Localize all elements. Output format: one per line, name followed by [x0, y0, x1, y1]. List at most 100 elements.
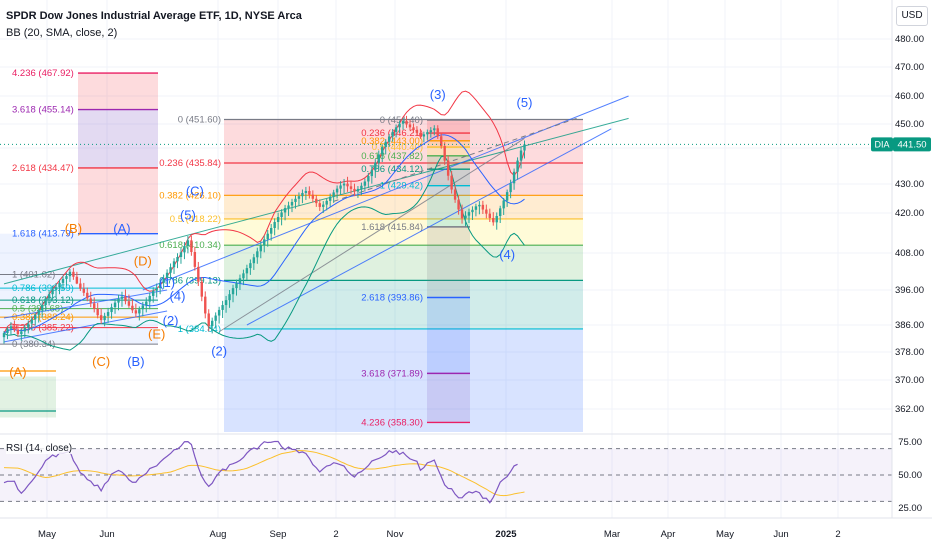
wave-label: (D) [134, 253, 152, 268]
time-tick-label: Mar [604, 529, 620, 540]
trendline [246, 128, 612, 326]
candle-body [440, 136, 443, 147]
candle-body [429, 130, 433, 133]
candle-body [134, 310, 138, 314]
candle-body [353, 188, 356, 192]
candle-body [311, 194, 315, 199]
candle-body [516, 160, 519, 172]
candle-body [322, 204, 325, 207]
candle-body [315, 198, 318, 204]
candle-body [363, 181, 367, 186]
price-tick-label: 430.00 [895, 179, 924, 190]
candle-body [141, 305, 144, 310]
wave-label: (A) [113, 221, 130, 236]
candle-body [183, 246, 186, 253]
candle-body [231, 288, 235, 295]
fib-left-zone [0, 233, 158, 345]
candle-body [346, 183, 349, 187]
rsi-tick-label: 75.00 [898, 437, 922, 448]
candle-body [328, 196, 332, 201]
wave-label: (2) [163, 313, 179, 328]
fibonacci-layer: 4.236 (467.92) 3.618 (455.14) 2.618 (434.4… [0, 68, 583, 432]
candle-body [238, 278, 242, 284]
candle-body [124, 296, 127, 302]
trendline [218, 137, 525, 333]
candle-body [127, 301, 131, 306]
last-price-label: 441.50 [897, 139, 926, 150]
chart-title: SPDR Dow Jones Industrial Average ETF, 1… [6, 10, 302, 22]
fib-right-zone [427, 297, 470, 374]
fib-right-level-label: 1 (429.42) [380, 181, 423, 192]
rsi-label: RSI (14, close) [6, 443, 73, 454]
wave-labels: (A) (B) (A) (C) (B) (D) (E) (1) (2) (4) (5) (C) (2) (… [9, 87, 532, 380]
fib-mid-level-label: 0.786 (399.13) [159, 275, 221, 286]
candle-body [152, 290, 155, 296]
currency-button[interactable]: USD [896, 6, 928, 26]
candle-body [273, 222, 276, 228]
candle-body [138, 309, 141, 314]
candle-body [106, 312, 110, 316]
bb-upper-line [3, 90, 525, 334]
candle-body [68, 271, 72, 277]
candle-body [37, 310, 40, 315]
candle-body [86, 292, 89, 299]
candle-body [478, 204, 481, 207]
candle-body [384, 141, 387, 148]
candle-body [290, 201, 294, 206]
time-tick-label: Apr [661, 529, 676, 540]
rsi-line [3, 440, 518, 504]
wave-label: (A) [9, 365, 26, 380]
candle-body [450, 175, 453, 190]
time-tick-label: Jun [99, 529, 114, 540]
candle-body [158, 282, 162, 289]
fib-left-level-label: 0.5 (390.68) [12, 304, 63, 315]
candle-body [460, 209, 464, 219]
price-tick-label: 460.00 [895, 91, 924, 102]
candle-body [93, 303, 96, 309]
ticker-tag [871, 137, 893, 152]
candle-body [169, 267, 172, 273]
ticker-label: DIA [874, 139, 889, 149]
candle-body [82, 288, 86, 293]
candle-body [72, 271, 75, 277]
fib-left-level-label: 2.618 (434.47) [12, 163, 74, 174]
time-tick-label: 2 [333, 529, 338, 540]
candle-body [377, 154, 380, 163]
candle-body [412, 127, 415, 130]
wave-label: (B) [65, 221, 82, 236]
candle-body [485, 209, 488, 214]
fib-left-level-label: 0 (380.34) [12, 339, 55, 350]
fib-left-zone [78, 167, 158, 234]
candle-body [65, 276, 68, 279]
candle-body [426, 132, 429, 135]
candle-body [117, 298, 120, 303]
candle-body [370, 170, 374, 177]
fib-left-level-label: 3.618 (455.14) [12, 105, 74, 116]
candle-body [318, 203, 321, 207]
rsi-background [0, 448, 892, 502]
time-tick-label: Nov [387, 529, 404, 540]
candle-body [176, 257, 179, 262]
candle-body [224, 300, 228, 306]
wave-label: (4) [499, 247, 515, 262]
candle-body [103, 315, 106, 321]
candle-body [408, 124, 412, 128]
candle-body [13, 326, 16, 331]
candle-body [335, 188, 339, 193]
candle-body [419, 132, 422, 137]
fib-left-level-label: 1 (401.02) [12, 270, 55, 281]
price-tick-label: 408.00 [895, 248, 924, 259]
fib-left-level-label: 0.786 (396.59) [12, 283, 74, 294]
candle-body [381, 147, 384, 155]
time-tick-label: Aug [210, 529, 227, 540]
candle-body [374, 162, 377, 171]
fib-mid-level-label: 0.236 (435.84) [159, 158, 221, 169]
fib-mid-zone [224, 162, 583, 196]
candle-body [30, 319, 33, 324]
candle-body [27, 323, 30, 328]
candle-body [99, 315, 103, 321]
price-tick-label: 386.00 [895, 320, 924, 331]
wave-label: (2) [211, 344, 227, 359]
fib-right-level-label: 0.786 (434.12) [361, 164, 423, 175]
